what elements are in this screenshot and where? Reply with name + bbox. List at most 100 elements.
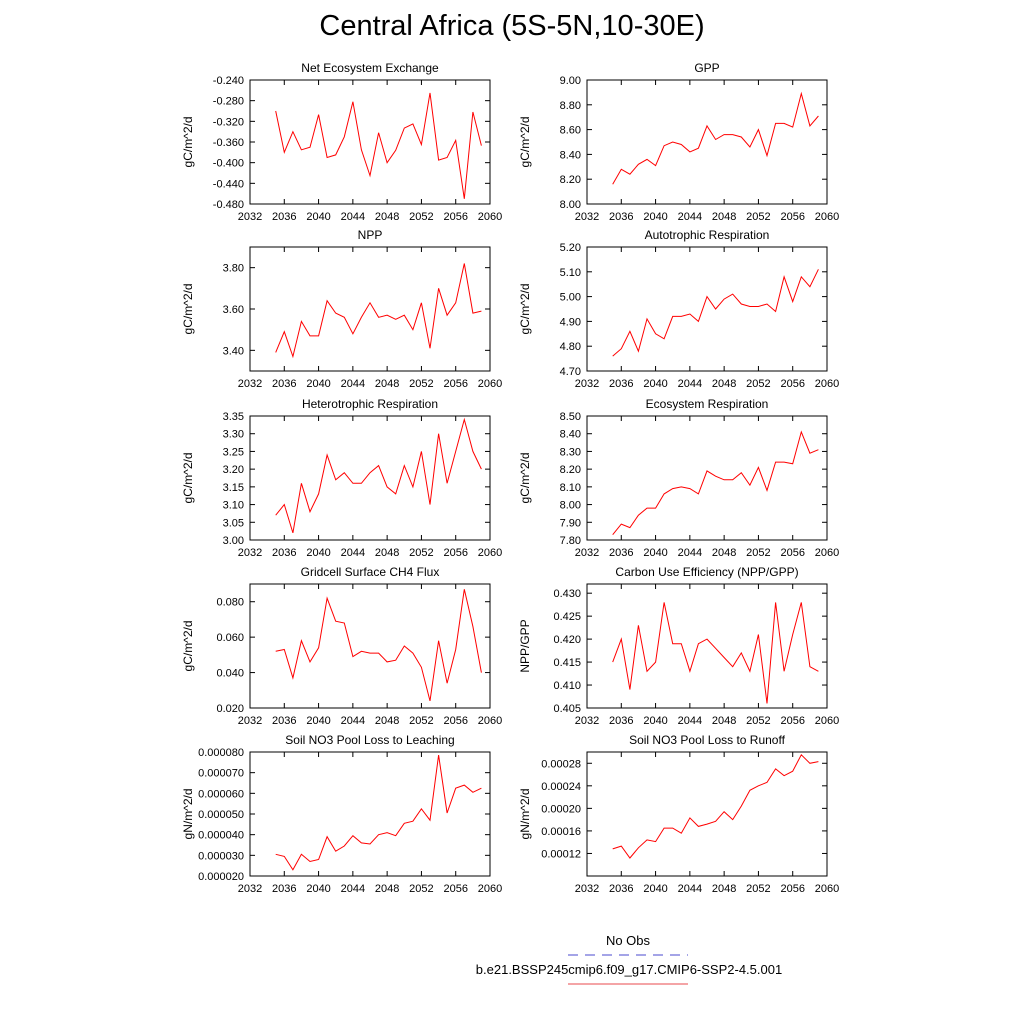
x-tick-label: 2032 [238, 715, 262, 727]
legend: No Obs b.e21.BSSP245cmip6.f09_g17.CMIP6-S… [476, 933, 782, 985]
x-tick-label: 2044 [341, 547, 365, 559]
x-tick-label: 2052 [409, 378, 433, 390]
x-tick-label: 2056 [443, 715, 467, 727]
x-tick-label: 2040 [643, 883, 667, 895]
x-tick-label: 2044 [341, 715, 365, 727]
chart-title: Carbon Use Efficiency (NPP/GPP) [615, 565, 798, 579]
x-tick-label: 2032 [575, 883, 599, 895]
x-tick-label: 2036 [272, 883, 296, 895]
x-tick-label: 2044 [341, 883, 365, 895]
chart-panel-8: Carbon Use Efficiency (NPP/GPP) NPP/GPP 20… [518, 565, 839, 727]
series-line [612, 91, 819, 185]
series-line [275, 755, 482, 871]
y-tick-label: 8.00 [560, 500, 581, 512]
x-tick-label: 2044 [678, 378, 702, 390]
x-tick-label: 2048 [712, 547, 736, 559]
x-tick-label: 2032 [238, 378, 262, 390]
series-line [612, 753, 819, 859]
y-tick-label: 8.20 [560, 174, 581, 186]
chart-panel-7: Gridcell Surface CH4 Flux gC/m^2/d 2032 203… [181, 565, 502, 727]
y-tick-label: 0.00012 [541, 848, 581, 860]
x-tick-label: 2036 [609, 211, 633, 223]
y-tick-label: 7.80 [560, 535, 581, 547]
x-tick-label: 2060 [478, 715, 502, 727]
y-tick-label: 3.30 [223, 429, 244, 441]
y-tick-label: 8.40 [560, 149, 581, 161]
x-tick-label: 2044 [678, 211, 702, 223]
y-tick-label: -0.480 [213, 199, 244, 211]
x-tick-label: 2060 [478, 883, 502, 895]
x-tick-label: 2052 [746, 715, 770, 727]
y-axis-label: gC/m^2/d [518, 117, 532, 168]
y-axis-label: gC/m^2/d [518, 284, 532, 335]
y-tick-label: 4.80 [560, 341, 581, 353]
plot-frame [249, 79, 491, 205]
y-tick-label: 3.35 [223, 411, 244, 423]
chart-title: Gridcell Surface CH4 Flux [301, 565, 440, 579]
chart-panel-10: Soil NO3 Pool Loss to Runoff gN/m^2/d 2032… [518, 733, 839, 895]
series-line [612, 430, 819, 536]
y-tick-label: -0.320 [213, 116, 244, 128]
x-tick-label: 2040 [643, 715, 667, 727]
legend-label-case: b.e21.BSSP245cmip6.f09_g17.CMIP6-SSP2-4.… [476, 962, 782, 977]
x-tick-label: 2056 [443, 547, 467, 559]
y-tick-label: 0.040 [216, 668, 244, 680]
chart-title: Soil NO3 Pool Loss to Runoff [629, 733, 786, 747]
y-tick-label: 0.000060 [198, 788, 244, 800]
y-tick-label: -0.440 [213, 178, 244, 190]
plot-frame [586, 415, 828, 541]
x-tick-label: 2040 [643, 547, 667, 559]
y-axis-label: gC/m^2/d [181, 453, 195, 504]
chart-title: Heterotrophic Respiration [302, 397, 438, 411]
plot-frame [249, 751, 491, 877]
series-line [275, 589, 482, 702]
y-tick-label: 0.425 [553, 611, 581, 623]
x-tick-label: 2060 [815, 211, 839, 223]
chart-title: Soil NO3 Pool Loss to Leaching [285, 733, 454, 747]
y-tick-label: 5.00 [560, 292, 581, 304]
x-tick-label: 2052 [409, 211, 433, 223]
x-tick-label: 2056 [443, 211, 467, 223]
x-tick-label: 2048 [375, 211, 399, 223]
chart-title: NPP [358, 228, 383, 242]
x-tick-label: 2032 [575, 715, 599, 727]
x-tick-label: 2060 [815, 883, 839, 895]
x-tick-label: 2052 [409, 883, 433, 895]
x-tick-label: 2048 [375, 547, 399, 559]
plot-frame [586, 751, 828, 877]
y-tick-label: 3.80 [223, 263, 244, 275]
y-tick-label: 0.000080 [198, 747, 244, 759]
x-tick-label: 2052 [746, 211, 770, 223]
x-tick-label: 2032 [238, 211, 262, 223]
x-tick-label: 2052 [746, 378, 770, 390]
x-tick-label: 2040 [306, 547, 330, 559]
y-tick-label: 0.080 [216, 597, 244, 609]
y-tick-label: 0.405 [553, 703, 581, 715]
chart-panel-5: Heterotrophic Respiration gC/m^2/d 2032 203… [181, 397, 502, 559]
series-line [275, 417, 482, 534]
x-tick-label: 2056 [443, 883, 467, 895]
y-tick-label: 0.00028 [541, 758, 581, 770]
x-tick-label: 2040 [643, 378, 667, 390]
y-axis-label: gN/m^2/d [518, 789, 532, 840]
chart-panel-3: NPP gC/m^2/d 2032 2036 2040 2044 2048 2052 2056 2… [181, 228, 502, 390]
x-tick-label: 2040 [306, 378, 330, 390]
y-tick-label: -0.360 [213, 137, 244, 149]
plot-frame [586, 583, 828, 709]
x-tick-label: 2036 [609, 883, 633, 895]
chart-panel-6: Ecosystem Respiration gC/m^2/d 2032 2036 204… [518, 397, 839, 559]
x-tick-label: 2056 [443, 378, 467, 390]
y-tick-label: 8.50 [560, 411, 581, 423]
y-tick-label: 3.40 [223, 345, 244, 357]
y-axis-label: gC/m^2/d [181, 621, 195, 672]
y-tick-label: 5.20 [560, 242, 581, 254]
y-tick-label: 0.000070 [198, 768, 244, 780]
x-tick-label: 2036 [609, 715, 633, 727]
y-tick-label: 3.25 [223, 446, 244, 458]
plot-frame [249, 583, 491, 709]
x-tick-label: 2040 [643, 211, 667, 223]
x-tick-label: 2040 [306, 211, 330, 223]
y-tick-label: 3.60 [223, 304, 244, 316]
y-tick-label: 0.000020 [198, 871, 244, 883]
y-tick-label: 3.20 [223, 464, 244, 476]
